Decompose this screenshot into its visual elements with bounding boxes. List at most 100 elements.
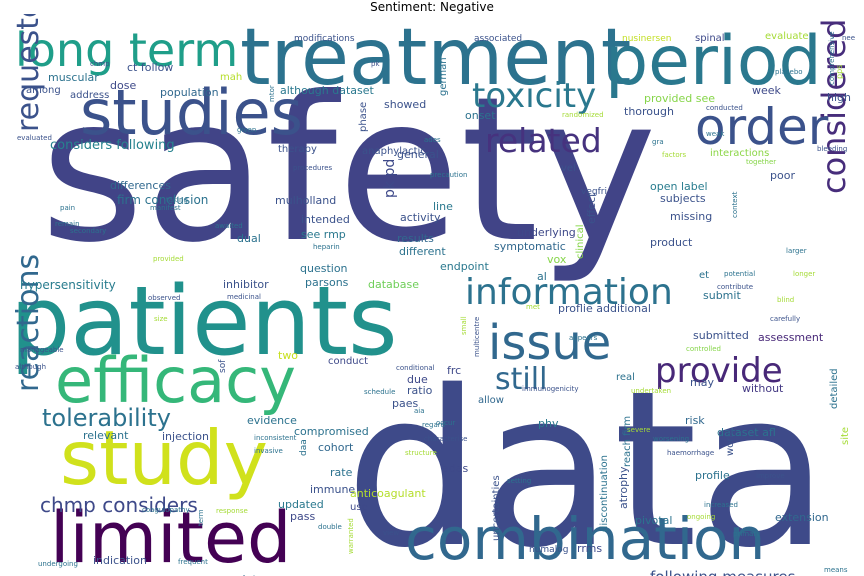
cloud-word-evidence: evidence	[247, 414, 297, 427]
cloud-word-ades: ades	[424, 136, 441, 144]
cloud-word-two: two	[278, 349, 298, 362]
cloud-word-considers-following: considers following	[50, 138, 175, 153]
cloud-word-compromised: compromised	[294, 425, 369, 438]
cloud-word-allow: allow	[478, 395, 504, 406]
cloud-word-haemorrhage: haemorrhage	[667, 449, 714, 457]
cloud-word-treatment: treatment	[240, 14, 631, 103]
cloud-word-related: related	[485, 121, 602, 160]
cloud-word-procedures: procedures	[293, 164, 333, 172]
cloud-word-extension: extension	[775, 511, 829, 524]
cloud-word-profile: profile	[695, 469, 730, 482]
cloud-word-nusinersen: nusinersen	[622, 34, 671, 44]
cloud-word-invasive: invasive	[254, 447, 283, 455]
cloud-word-modifications: modifications	[294, 34, 355, 44]
cloud-word-means: means	[824, 566, 848, 574]
cloud-word-world: world	[725, 428, 736, 456]
cloud-word-daa: daa	[299, 439, 309, 456]
cloud-word-efficacy: efficacy	[55, 344, 296, 417]
cloud-word-rate: rate	[330, 466, 353, 479]
cloud-word-ongoing: ongoing	[687, 513, 715, 521]
cloud-word-submitted: submitted	[693, 329, 749, 342]
cloud-word-pps: pps	[835, 65, 844, 79]
cloud-word-controlled: controlled	[686, 345, 721, 353]
cloud-word-detailed: detailed	[829, 368, 840, 409]
cloud-word-thorough: thorough	[624, 105, 674, 118]
cloud-word-muscular: muscular	[48, 71, 99, 84]
cloud-word-humalog: humalog	[529, 545, 568, 555]
cloud-word-increased: increased	[704, 501, 738, 509]
cloud-word-updated: updated	[278, 498, 324, 511]
cloud-word-al: al	[537, 270, 547, 283]
cloud-word-pain: pain	[60, 204, 75, 212]
cloud-word-clinical: clinical	[575, 224, 586, 259]
cloud-word-tolerability: tolerability	[42, 404, 171, 432]
cloud-word-placebo: placebo	[775, 68, 803, 76]
cloud-word-results: results	[397, 232, 434, 245]
cloud-word-among: among	[26, 85, 61, 96]
cloud-word-schedule: schedule	[364, 388, 395, 396]
cloud-word-see-rmp: see rmp	[301, 228, 346, 241]
cloud-word-risk: risk	[685, 414, 705, 427]
cloud-word-double: double	[318, 523, 342, 531]
cloud-word-secondary: secondary	[70, 227, 106, 235]
cloud-word-precaution: precaution	[430, 171, 467, 179]
cloud-word-uncertainties: uncertainties	[491, 475, 502, 541]
cloud-word-ct-follow: ct follow	[127, 61, 173, 74]
cloud-word-anticoagulant: anticoagulant	[350, 487, 426, 500]
cloud-word-reach-firm: reach firm	[622, 416, 633, 467]
cloud-word-population: population	[160, 86, 219, 99]
cloud-word-et: et	[699, 270, 709, 281]
cloud-word-longer: longer	[793, 270, 815, 278]
cloud-word-primary: primary	[733, 530, 760, 538]
cloud-word-firm-conclusion: firm conclusion	[117, 193, 208, 207]
cloud-word-use: use	[350, 502, 368, 513]
cloud-word-dataset-afl: dataset afl	[717, 426, 776, 439]
cloud-word-adas: adas	[442, 462, 468, 475]
cloud-word-studies: studies	[80, 76, 303, 149]
cloud-word-undertaken: undertaken	[631, 387, 671, 395]
cloud-word-database: database	[368, 278, 419, 291]
cloud-word-potential: potential	[724, 270, 755, 278]
cloud-word-sof: sof	[218, 359, 228, 373]
cloud-word-assessment: assessment	[758, 331, 824, 344]
cloud-word-phase: phase	[358, 102, 369, 132]
cloud-word-ratio: ratio	[407, 384, 433, 397]
cloud-word-discontinuation: discontinuation	[599, 455, 610, 532]
cloud-word-vox: vox	[547, 253, 567, 266]
cloud-word-cohort: cohort	[318, 441, 354, 454]
cloud-word-regard: regard	[422, 421, 445, 429]
cloud-word-aia: aia	[414, 407, 425, 415]
cloud-word-provide: provide	[655, 351, 783, 391]
cloud-word-long-term: long term	[15, 23, 238, 77]
cloud-word-associated: associated	[474, 34, 522, 44]
cloud-word-randomized: randomized	[562, 111, 604, 119]
cloud-word-due: due	[407, 373, 428, 386]
cloud-word-limited: limited	[50, 497, 291, 576]
cloud-word-symptomatic: symptomatic	[494, 240, 566, 253]
cloud-word-response: response	[216, 507, 248, 515]
cloud-word-manifest: manifest	[150, 204, 181, 212]
cloud-word-term: term	[197, 509, 205, 526]
cloud-word-german: german	[438, 57, 449, 96]
cloud-word-factors: factors	[662, 151, 687, 159]
cloud-word-safety: safety	[40, 54, 657, 287]
cloud-word-conduct: conduct	[328, 356, 368, 367]
cloud-word-blind: blind	[777, 296, 794, 304]
cloud-word-remain: remain	[55, 220, 80, 228]
cloud-word-severe: severe	[627, 426, 650, 434]
cloud-word-showed: showed	[384, 98, 426, 111]
cloud-word-spinal: spinal	[695, 33, 725, 44]
cloud-word-vel: vel	[561, 163, 576, 174]
cloud-word-paes: paes	[392, 397, 418, 410]
cloud-word-heparin: heparin	[313, 243, 340, 251]
cloud-word-manageable: manageable	[20, 346, 64, 354]
cloud-word-conducted: conducted	[706, 104, 743, 112]
cloud-word-activity: activity	[400, 211, 441, 224]
cloud-word-gra: gra	[652, 138, 664, 146]
cloud-word-dose: dose	[110, 79, 136, 92]
cloud-word-evaluated: evaluated	[17, 134, 52, 142]
cloud-word-mulholland: mulholland	[275, 194, 336, 207]
cloud-word-interactions: interactions	[710, 148, 769, 159]
cloud-word-indication: indication	[93, 554, 147, 567]
